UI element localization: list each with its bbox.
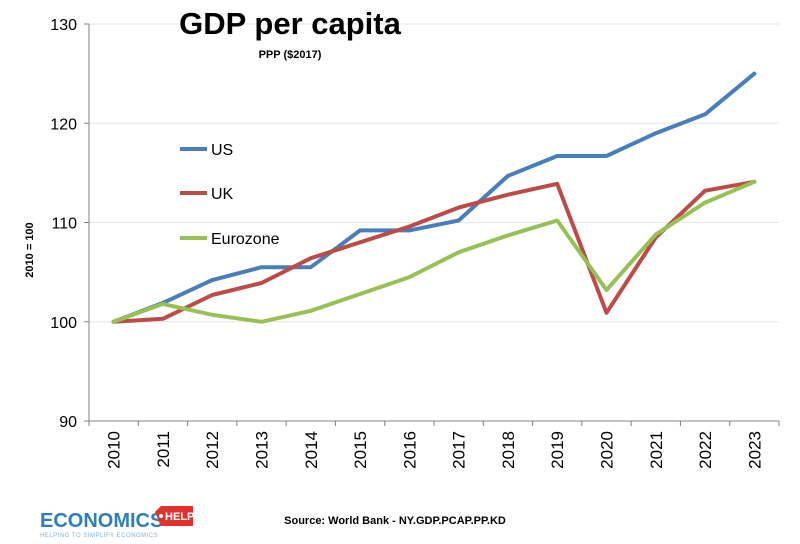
y-tick-label: 130 — [50, 17, 77, 34]
y-tick-labels: 90 100 110 120 130 — [50, 17, 89, 431]
logo-text: ECONOMICS — [40, 510, 163, 532]
x-tick-label: 2013 — [253, 431, 272, 469]
x-tick-label: 2022 — [696, 431, 715, 469]
x-tick-label: 2010 — [105, 431, 124, 469]
x-tick-label: 2020 — [598, 431, 617, 469]
legend-label-eurozone: Eurozone — [211, 231, 280, 248]
y-tick-label: 100 — [50, 315, 77, 332]
chart-title: GDP per capita — [179, 6, 401, 41]
series-line-eurozone — [111, 179, 757, 324]
series-line-uk — [111, 179, 757, 324]
y-tick-label: 90 — [59, 414, 77, 431]
y-axis-label: 2010 = 100 — [24, 222, 36, 277]
x-tick-label: 2021 — [647, 431, 666, 469]
legend-label-uk: UK — [211, 186, 234, 203]
logo-help-text: HELP — [165, 511, 194, 523]
x-tick-label: 2016 — [400, 431, 419, 469]
x-tick-label: 2014 — [302, 431, 321, 469]
x-tick-labels: 2010 2011 2012 2013 2014 2015 2016 2017 2018 2019… — [88, 421, 780, 469]
logo-tagline: HELPING TO SIMPLIFY ECONOMICS — [40, 533, 158, 539]
legend: US UK Eurozone — [180, 142, 280, 248]
gridlines — [89, 23, 779, 323]
y-tick-label: 120 — [50, 116, 77, 133]
source-note: Source: World Bank - NY.GDP.PCAP.PP.KD — [284, 515, 506, 527]
x-tick-label: 2011 — [154, 431, 173, 468]
chart-subtitle: PPP ($2017) — [259, 49, 322, 61]
logo-tag-hole — [159, 514, 163, 518]
x-tick-label: 2018 — [499, 431, 518, 469]
x-tick-label: 2012 — [203, 431, 222, 469]
series-lines — [111, 71, 757, 324]
x-tick-label: 2023 — [745, 431, 764, 469]
x-tick-label: 2015 — [351, 431, 370, 469]
x-tick-label: 2019 — [548, 431, 567, 469]
x-tick-label: 2017 — [450, 431, 469, 469]
economics-help-logo: ECONOMICS HELP HELPING TO SIMPLIFY ECONO… — [40, 506, 194, 539]
y-tick-label: 110 — [51, 216, 77, 233]
series-line-us — [111, 71, 757, 324]
logo-help-tag — [155, 506, 193, 526]
legend-label-us: US — [211, 142, 233, 159]
